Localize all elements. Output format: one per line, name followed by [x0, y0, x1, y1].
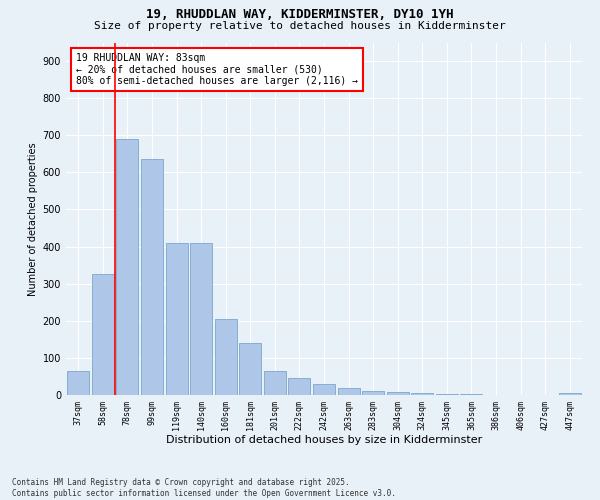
Bar — [313, 384, 335, 395]
Bar — [215, 319, 237, 395]
Bar — [141, 160, 163, 395]
Bar — [386, 392, 409, 395]
Bar — [559, 393, 581, 395]
Text: Contains HM Land Registry data © Crown copyright and database right 2025.
Contai: Contains HM Land Registry data © Crown c… — [12, 478, 396, 498]
Bar — [289, 378, 310, 395]
Bar — [411, 393, 433, 395]
X-axis label: Distribution of detached houses by size in Kidderminster: Distribution of detached houses by size … — [166, 436, 482, 446]
Bar — [67, 371, 89, 395]
Bar — [239, 343, 262, 395]
Bar — [92, 274, 114, 395]
Text: 19, RHUDDLAN WAY, KIDDERMINSTER, DY10 1YH: 19, RHUDDLAN WAY, KIDDERMINSTER, DY10 1Y… — [146, 8, 454, 20]
Bar — [190, 243, 212, 395]
Bar — [436, 394, 458, 395]
Bar — [460, 394, 482, 395]
Bar — [338, 388, 359, 395]
Bar — [264, 371, 286, 395]
Y-axis label: Number of detached properties: Number of detached properties — [28, 142, 38, 296]
Text: Size of property relative to detached houses in Kidderminster: Size of property relative to detached ho… — [94, 21, 506, 31]
Bar — [362, 392, 384, 395]
Text: 19 RHUDDLAN WAY: 83sqm
← 20% of detached houses are smaller (530)
80% of semi-de: 19 RHUDDLAN WAY: 83sqm ← 20% of detached… — [76, 53, 358, 86]
Bar — [116, 139, 139, 395]
Bar — [166, 243, 188, 395]
